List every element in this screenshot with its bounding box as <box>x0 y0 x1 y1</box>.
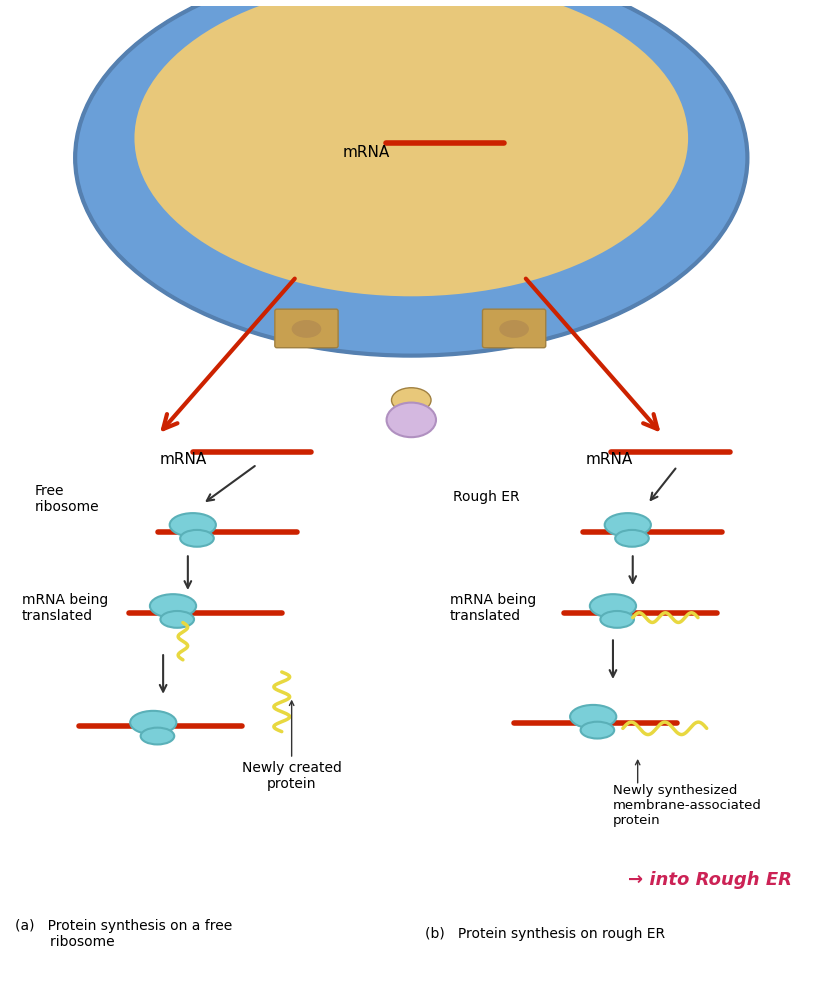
Ellipse shape <box>499 320 529 338</box>
Text: mRNA: mRNA <box>342 145 389 160</box>
Ellipse shape <box>170 513 216 537</box>
Ellipse shape <box>180 530 214 547</box>
Ellipse shape <box>134 0 688 296</box>
Text: mRNA being
translated: mRNA being translated <box>22 592 108 623</box>
Text: Rough ER: Rough ER <box>453 490 520 504</box>
Ellipse shape <box>605 513 651 537</box>
Text: (b)   Protein synthesis on rough ER: (b) Protein synthesis on rough ER <box>425 927 666 941</box>
Ellipse shape <box>581 722 614 739</box>
Ellipse shape <box>130 711 177 735</box>
Ellipse shape <box>75 0 747 356</box>
Text: → into Rough ER: → into Rough ER <box>628 871 792 889</box>
Ellipse shape <box>387 403 436 437</box>
Ellipse shape <box>570 705 616 729</box>
FancyBboxPatch shape <box>482 309 546 348</box>
FancyBboxPatch shape <box>425 611 811 663</box>
Text: Newly synthesized
membrane-associated
protein: Newly synthesized membrane-associated pr… <box>613 784 762 827</box>
Ellipse shape <box>141 728 174 745</box>
Ellipse shape <box>150 594 196 617</box>
Ellipse shape <box>125 0 698 296</box>
FancyBboxPatch shape <box>425 706 811 757</box>
Bar <box>0 414 824 988</box>
Ellipse shape <box>590 594 636 617</box>
Ellipse shape <box>161 611 194 628</box>
Text: Newly created
protein: Newly created protein <box>242 760 342 791</box>
Ellipse shape <box>601 611 634 628</box>
FancyBboxPatch shape <box>425 528 811 580</box>
Text: mRNA: mRNA <box>586 452 632 467</box>
Text: mRNA: mRNA <box>159 452 207 467</box>
Ellipse shape <box>392 388 431 413</box>
Ellipse shape <box>292 320 322 338</box>
FancyBboxPatch shape <box>7 421 403 981</box>
Text: (a)   Protein synthesis on a free
        ribosome: (a) Protein synthesis on a free ribosome <box>15 918 232 949</box>
FancyBboxPatch shape <box>417 421 816 981</box>
FancyBboxPatch shape <box>275 309 338 348</box>
Text: mRNA being
translated: mRNA being translated <box>450 592 536 623</box>
Ellipse shape <box>616 530 649 547</box>
Text: Free
ribosome: Free ribosome <box>35 484 99 514</box>
